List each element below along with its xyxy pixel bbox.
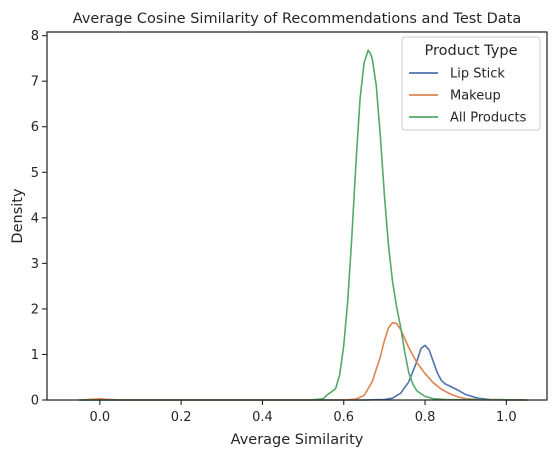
x-tick-label: 0.0 (90, 410, 111, 425)
legend-entry-label: Lip Stick (450, 67, 505, 82)
series-line-makeup (78, 321, 528, 401)
legend-entry-label: Makeup (450, 89, 501, 104)
x-axis-label: Average Similarity (231, 432, 364, 448)
y-tick-label: 2 (31, 302, 39, 317)
y-axis-ticks: 0 1 2 3 4 5 6 7 8 (31, 29, 47, 409)
y-tick-label: 0 (31, 394, 39, 409)
legend-box (401, 36, 541, 131)
x-tick-label: 0.8 (415, 410, 436, 425)
y-tick-label: 3 (31, 257, 39, 272)
x-tick-label: 1.0 (496, 410, 517, 425)
y-tick-label: 6 (31, 120, 39, 135)
x-axis-ticks: 0.0 0.2 0.4 0.6 0.8 1.0 (90, 400, 517, 425)
x-tick-label: 0.2 (171, 410, 192, 425)
y-tick-label: 8 (31, 29, 39, 44)
legend-entry-label: All Products (450, 111, 527, 126)
plot-frame (46, 31, 548, 401)
legend-entries: Lip Stick Makeup All Products (409, 67, 527, 126)
legend-title: Product Type (425, 43, 518, 59)
y-tick-label: 5 (31, 166, 39, 181)
chart-title: Average Cosine Similarity of Recommendat… (73, 11, 521, 27)
series-line-all-products (78, 49, 528, 401)
legend: Product Type Lip Stick Makeup All Products (401, 36, 541, 131)
x-tick-label: 0.6 (333, 410, 354, 425)
series-line-lip-stick (78, 344, 528, 401)
y-tick-label: 1 (31, 348, 39, 363)
y-tick-label: 7 (31, 75, 39, 90)
y-tick-label: 4 (31, 211, 39, 226)
y-axis-label: Density (10, 188, 26, 244)
plot-lines (78, 49, 528, 401)
x-tick-label: 0.4 (252, 410, 273, 425)
